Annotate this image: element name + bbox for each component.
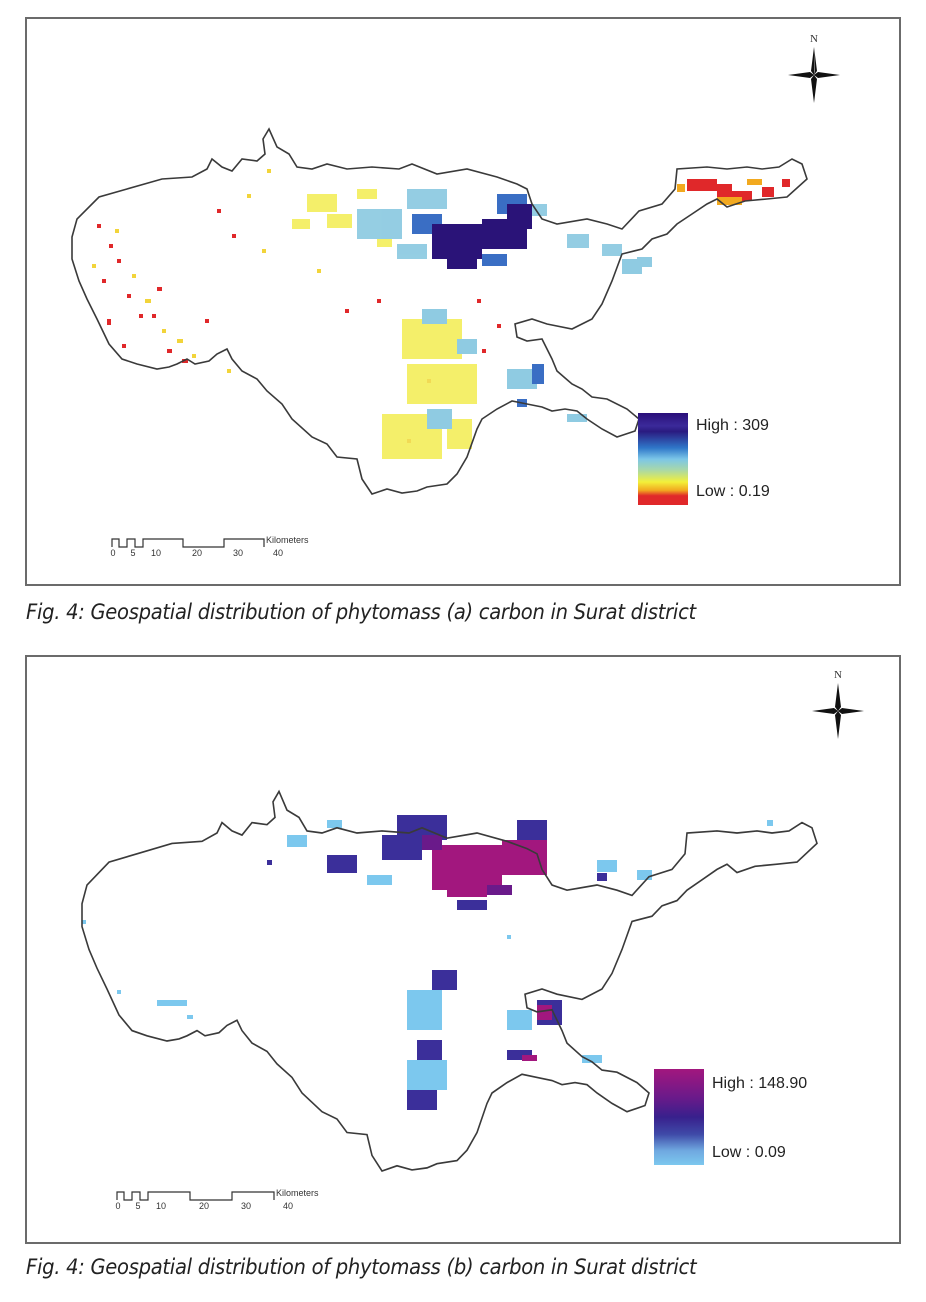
scale-tick: 0 xyxy=(110,548,116,558)
scale-bar-b: Kilometers 0 5 10 20 30 40 xyxy=(115,1188,356,1220)
color-ramp-b xyxy=(654,1069,704,1165)
north-arrow-b: N xyxy=(808,669,868,749)
scale-unit-label: Kilometers xyxy=(276,1188,319,1198)
legend-low-label: Low : 0.19 xyxy=(696,483,770,500)
district-map-b xyxy=(81,790,818,1172)
scale-tick: 10 xyxy=(155,1201,167,1211)
scale-tick: 0 xyxy=(115,1201,121,1211)
scale-tick: 20 xyxy=(198,1201,210,1211)
legend-b: High : 148.90 Low : 0.09 xyxy=(654,1069,874,1165)
scale-tick: 40 xyxy=(272,548,284,558)
compass-rose-icon xyxy=(788,47,840,103)
legend-high-label: High : 148.90 xyxy=(712,1075,808,1092)
compass-rose-icon xyxy=(812,683,864,739)
scale-tick: 30 xyxy=(232,548,244,558)
scale-tick: 5 xyxy=(135,1201,141,1211)
color-ramp-a xyxy=(638,413,688,505)
phytomass-pixels-a xyxy=(92,169,790,459)
legend-high-label: High : 309 xyxy=(696,417,769,434)
district-map-a xyxy=(71,128,808,495)
figure-caption-a: Fig. 4: Geospatial distribution of phyto… xyxy=(26,600,696,624)
north-arrow-a: N xyxy=(784,33,844,113)
scale-tick: 20 xyxy=(191,548,203,558)
figure-caption-b: Fig. 4: Geospatial distribution of phyto… xyxy=(26,1255,697,1279)
scale-unit-label: Kilometers xyxy=(266,535,309,545)
legend-low-label: Low : 0.09 xyxy=(712,1144,786,1161)
legend-a: High : 309 Low : 0.19 xyxy=(638,413,838,507)
map-frame-a: N High : 309 Low : 0.19 Kilometers 0 5 1… xyxy=(25,17,901,586)
scale-tick: 40 xyxy=(282,1201,294,1211)
north-label: N xyxy=(834,669,842,681)
scale-tick: 10 xyxy=(150,548,162,558)
scale-tick: 5 xyxy=(130,548,136,558)
map-frame-b: N High : 148.90 Low : 0.09 Kilometers 0 … xyxy=(25,655,901,1244)
north-label: N xyxy=(810,33,818,45)
scale-bar-graphic xyxy=(111,538,265,548)
phytomass-pixels-b xyxy=(82,815,773,1110)
scale-tick: 30 xyxy=(240,1201,252,1211)
scale-bar-graphic xyxy=(116,1191,275,1201)
scale-bar-a: Kilometers 0 5 10 20 30 40 xyxy=(110,535,351,567)
